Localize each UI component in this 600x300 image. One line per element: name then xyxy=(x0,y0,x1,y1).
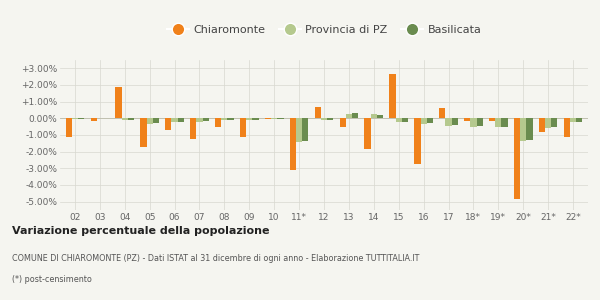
Bar xyxy=(203,118,209,121)
Bar xyxy=(246,118,253,120)
Bar xyxy=(314,107,321,118)
Bar xyxy=(215,118,221,128)
Bar xyxy=(520,118,526,141)
Bar xyxy=(539,118,545,132)
Bar xyxy=(445,118,452,126)
Bar xyxy=(140,118,146,148)
Bar xyxy=(526,118,533,140)
Bar xyxy=(78,118,84,119)
Bar xyxy=(91,118,97,121)
Text: Variazione percentuale della popolazione: Variazione percentuale della popolazione xyxy=(12,226,269,236)
Bar xyxy=(377,115,383,118)
Bar xyxy=(514,118,520,199)
Text: COMUNE DI CHIAROMONTE (PZ) - Dati ISTAT al 31 dicembre di ogni anno - Elaborazio: COMUNE DI CHIAROMONTE (PZ) - Dati ISTAT … xyxy=(12,254,419,263)
Bar xyxy=(115,87,122,118)
Bar xyxy=(340,118,346,128)
Bar xyxy=(427,118,433,123)
Bar xyxy=(277,118,284,119)
Bar xyxy=(502,118,508,127)
Bar xyxy=(190,118,196,139)
Bar xyxy=(128,118,134,120)
Text: (*) post-censimento: (*) post-censimento xyxy=(12,275,92,284)
Bar xyxy=(421,118,427,124)
Bar xyxy=(346,114,352,118)
Bar xyxy=(576,118,583,122)
Bar xyxy=(545,118,551,128)
Bar xyxy=(227,118,234,120)
Bar xyxy=(178,118,184,122)
Bar xyxy=(371,114,377,118)
Bar xyxy=(146,118,153,124)
Bar xyxy=(327,118,334,120)
Bar xyxy=(321,118,327,120)
Bar xyxy=(153,118,159,123)
Bar xyxy=(65,118,72,137)
Bar xyxy=(476,118,483,126)
Bar xyxy=(364,118,371,149)
Bar xyxy=(196,118,203,122)
Bar xyxy=(265,118,271,119)
Bar xyxy=(495,118,502,128)
Bar xyxy=(439,108,445,118)
Bar xyxy=(221,118,227,120)
Bar xyxy=(296,118,302,142)
Legend: Chiaromonte, Provincia di PZ, Basilicata: Chiaromonte, Provincia di PZ, Basilicata xyxy=(162,21,486,39)
Bar xyxy=(470,118,476,127)
Bar xyxy=(564,118,570,137)
Bar xyxy=(165,118,172,130)
Bar xyxy=(240,118,246,137)
Bar xyxy=(395,118,402,122)
Bar xyxy=(352,113,358,118)
Bar xyxy=(302,118,308,141)
Bar xyxy=(402,118,408,122)
Bar xyxy=(489,118,495,121)
Bar xyxy=(122,118,128,120)
Bar xyxy=(290,118,296,170)
Bar xyxy=(414,118,421,164)
Bar xyxy=(551,118,557,128)
Bar xyxy=(72,118,78,119)
Bar xyxy=(464,118,470,121)
Bar xyxy=(570,118,576,122)
Bar xyxy=(271,118,277,119)
Bar xyxy=(172,118,178,122)
Bar xyxy=(452,118,458,125)
Bar xyxy=(253,118,259,120)
Bar xyxy=(389,74,395,118)
